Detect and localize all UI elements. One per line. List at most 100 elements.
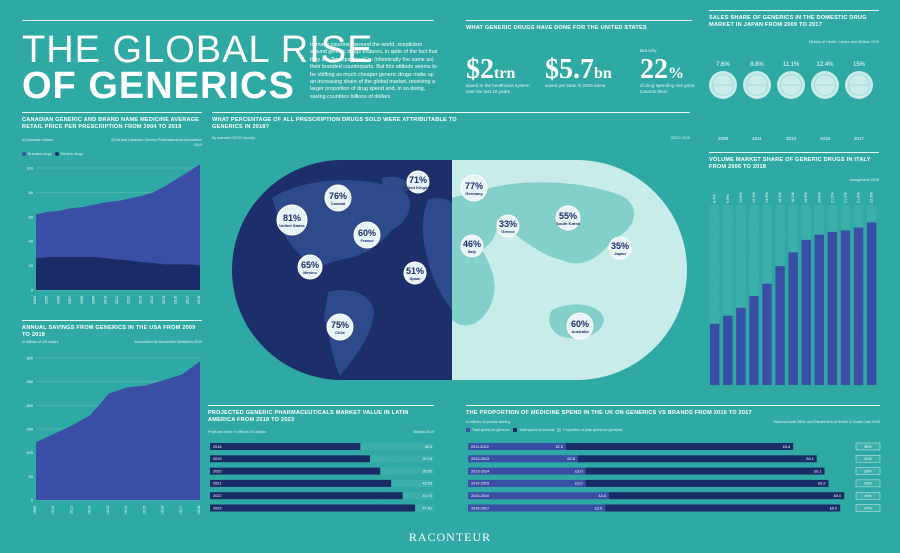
latam-title: PROJECTED GENERIC PHARMACEUTICALS MARKET… [208, 410, 409, 423]
canada-y-tick: 40 [29, 239, 34, 244]
country-value: 77% [465, 181, 483, 191]
italy-value-label: 22.3% [870, 192, 874, 203]
uk-proportion-value: 33% [864, 482, 872, 486]
usa-y-tick: 0 [31, 498, 34, 503]
uk-year-label: 2016-2017 [471, 506, 489, 510]
canada-x-tick: 2005 [45, 296, 49, 304]
canada-x-tick: 2007 [68, 296, 72, 304]
italy-value-label: 21.6% [857, 192, 861, 203]
italy-bar-background [723, 205, 733, 385]
latam-source: Statista 2019 [413, 430, 434, 434]
country-name: United Kingdom [403, 185, 434, 190]
japan-pill-ring [814, 74, 836, 96]
usa-savings-title: ANNUAL SAVINGS FROM GENERICS IN THE USA … [22, 325, 196, 338]
uk-proportion-value: 31% [864, 457, 872, 461]
japan-pill-ring [712, 74, 734, 96]
country-name: South Korea [556, 221, 581, 226]
uk-year-label: 2011-2012 [471, 445, 489, 449]
italy-value-label: 16.3% [778, 192, 782, 203]
country-name: Mexico [303, 270, 317, 275]
uk-proportion-box [855, 492, 881, 500]
usa-unit: In billions of US dollars [22, 340, 59, 344]
japan-title: SALES SHARE OF GENERICS IN THE DOMESTIC … [709, 15, 867, 28]
uk-proportion-box [855, 442, 881, 451]
country-value: 33% [499, 219, 517, 229]
usa-area-chart: 0 50 100 150 200 250 300 2009 2010 2011 2012 2013 20… [26, 356, 201, 515]
page-title-line2: OF GENERICS [22, 65, 295, 107]
japan-year-label: 2017 [854, 136, 865, 141]
legend-generic-label: Generic drugs [60, 152, 84, 156]
greenland-shape [382, 176, 409, 192]
uk-source: National Audit Office and Department of … [773, 420, 880, 424]
usa-x-tick: 2016 [161, 506, 165, 514]
stat-spend-share: 22% [640, 54, 684, 85]
usa-rule [22, 320, 202, 321]
usa-y-tick: 50 [29, 474, 34, 479]
latam-value-label: 44.74 [422, 494, 432, 498]
canada-x-tick: 2014 [150, 296, 154, 304]
italy-bar [827, 231, 838, 385]
japan-value-label: 12.4% [816, 62, 834, 68]
usa-x-tick: 2017 [179, 506, 183, 514]
country-value: 51% [406, 266, 424, 276]
uk-generics-bar [468, 479, 586, 487]
country-name: Germany [465, 191, 483, 196]
uk-proportion-value: 40% [864, 494, 872, 498]
country-name: Australia [571, 329, 589, 334]
usa-y-tick: 300 [26, 356, 33, 361]
latam-unit: Projected value in billions US dollars [208, 430, 267, 434]
country-name: United States [279, 223, 305, 228]
country-value: 55% [559, 211, 577, 221]
canada-x-tick: 2011 [115, 296, 119, 304]
latam-year-label: 2018 [213, 445, 221, 449]
italy-bar [775, 266, 785, 385]
italy-bar [749, 296, 759, 385]
uk-rule [466, 405, 880, 406]
italy-value-label: 18.2% [791, 192, 795, 203]
canada-x-tick: 2013 [138, 296, 142, 304]
latam-bar [210, 504, 416, 512]
country-value: 65% [301, 260, 319, 270]
country-value: 76% [329, 191, 347, 201]
uk-legend-brands-label: Total spend on brands [518, 428, 555, 432]
uk-brands-value: £5.8 [783, 445, 790, 449]
canada-area-chart: 0 20 40 60 80 100 2004 2005 2006 2007 2008 2009 2010… [26, 164, 201, 304]
japan-pill-chart: 7.6% 2009 8.8% 2011 11.1% 2013 12.4% 2015 15% 201… [709, 62, 873, 141]
italy-bar [853, 227, 864, 385]
country-value: 71% [409, 175, 427, 185]
uk-bar-chart: 2011-2012 £2.5 £5.8 30% 2012-2013 £2.8 £6.1 31%… [468, 442, 881, 512]
italy-bar [801, 239, 811, 385]
japan-pill-ring [746, 74, 768, 96]
uk-generics-bar [468, 492, 610, 500]
country-value: 60% [571, 319, 589, 329]
uk-year-label: 2014-2015 [471, 482, 489, 486]
country-marker [496, 214, 520, 238]
italy-bar [762, 283, 772, 385]
canada-y-tick: 0 [31, 288, 34, 293]
japan-pill-ring [848, 74, 870, 96]
uk-legend-proportion-swatch [557, 428, 562, 433]
top-rule-left [22, 20, 434, 21]
uk-brands-value: £6.0 [830, 506, 837, 510]
uk-brands-bar [605, 504, 841, 512]
canada-unit: In Canadian dollars [22, 138, 53, 142]
latam-bar [210, 479, 392, 487]
country-name: Japan [614, 251, 626, 256]
country-name: Chile [335, 330, 346, 335]
country-name: France [360, 238, 374, 243]
canada-rule [22, 112, 202, 113]
page-title-line1: THE GLOBAL RISE [22, 29, 374, 71]
usa-y-tick: 250 [26, 379, 33, 384]
usa-source: Association for Accessible Medicines 201… [134, 340, 202, 344]
uk-brands-bar [577, 455, 817, 463]
legend-generic-swatch [54, 152, 59, 157]
usa-x-tick: 2018 [197, 506, 201, 514]
usa-y-tick: 100 [26, 450, 33, 455]
latam-value-label: 39.52 [422, 469, 432, 473]
uk-brands-bar [585, 479, 829, 487]
intro-text: In many countries around the world, scep… [310, 42, 438, 100]
italy-value-label: 20.6% [817, 192, 821, 203]
stat-savings-state: $5.7bn [545, 54, 612, 85]
canada-x-tick: 2016 [174, 296, 178, 304]
uk-generics-value: £2.5 [556, 445, 563, 449]
